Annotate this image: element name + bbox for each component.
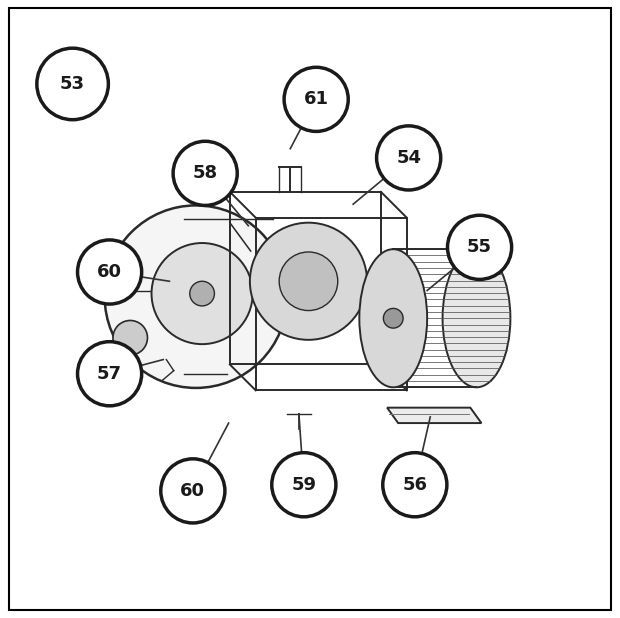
Circle shape: [113, 321, 148, 355]
Circle shape: [190, 281, 215, 306]
Circle shape: [383, 308, 403, 328]
Text: 60: 60: [180, 482, 205, 500]
Circle shape: [161, 459, 225, 523]
Circle shape: [173, 142, 237, 205]
Text: 55: 55: [467, 239, 492, 256]
Circle shape: [279, 252, 338, 310]
Circle shape: [272, 452, 336, 517]
Text: 61: 61: [304, 90, 329, 108]
Text: 53: 53: [60, 75, 85, 93]
Circle shape: [105, 205, 287, 388]
Circle shape: [376, 126, 441, 190]
Text: 57: 57: [97, 365, 122, 383]
Ellipse shape: [443, 249, 510, 387]
Circle shape: [250, 222, 367, 340]
Circle shape: [78, 240, 141, 304]
Text: 58: 58: [193, 164, 218, 182]
Text: 60: 60: [97, 263, 122, 281]
Circle shape: [78, 342, 141, 406]
Circle shape: [151, 243, 253, 344]
Circle shape: [37, 48, 108, 120]
Text: 59: 59: [291, 476, 316, 494]
Circle shape: [448, 215, 512, 279]
Ellipse shape: [360, 249, 427, 387]
Polygon shape: [387, 408, 481, 423]
Text: 54: 54: [396, 149, 421, 167]
Text: 56: 56: [402, 476, 427, 494]
Circle shape: [284, 67, 348, 132]
Circle shape: [383, 452, 447, 517]
